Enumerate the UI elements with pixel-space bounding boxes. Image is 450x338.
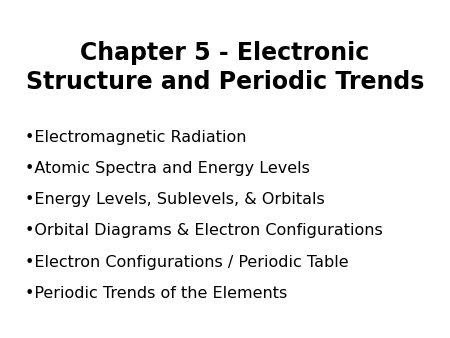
Text: Chapter 5 - Electronic
Structure and Periodic Trends: Chapter 5 - Electronic Structure and Per…	[26, 41, 424, 94]
Text: •Periodic Trends of the Elements: •Periodic Trends of the Elements	[25, 286, 287, 300]
Text: •Orbital Diagrams & Electron Configurations: •Orbital Diagrams & Electron Configurati…	[25, 223, 382, 238]
Text: •Atomic Spectra and Energy Levels: •Atomic Spectra and Energy Levels	[25, 161, 310, 176]
Text: •Electromagnetic Radiation: •Electromagnetic Radiation	[25, 130, 246, 145]
Text: •Energy Levels, Sublevels, & Orbitals: •Energy Levels, Sublevels, & Orbitals	[25, 192, 324, 207]
Text: •Electron Configurations / Periodic Table: •Electron Configurations / Periodic Tabl…	[25, 255, 348, 269]
